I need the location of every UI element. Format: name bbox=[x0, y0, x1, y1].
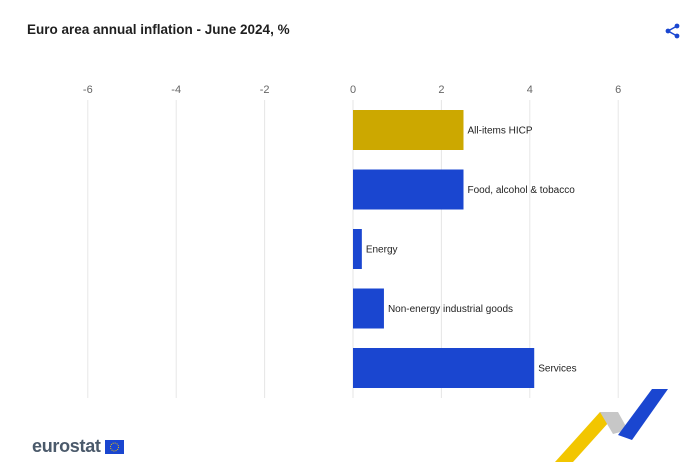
eu-flag-icon bbox=[104, 439, 124, 454]
category-label: Services bbox=[538, 364, 576, 375]
chart-area: -6 -4 -2 0 2 4 6 All-items HICP Food, alcohol & … bbox=[83, 84, 621, 398]
x-tick-label: 4 bbox=[527, 84, 533, 96]
bar[interactable] bbox=[353, 110, 464, 150]
eurostat-logo[interactable]: eurostat bbox=[32, 436, 124, 457]
x-tick-label: 6 bbox=[615, 84, 621, 96]
share-icon[interactable] bbox=[664, 22, 682, 40]
eurostat-logo-text: eurostat bbox=[32, 436, 101, 456]
bar[interactable] bbox=[353, 169, 464, 210]
x-tick-label: -2 bbox=[260, 84, 270, 96]
x-tick-label: -6 bbox=[83, 84, 93, 96]
category-label: Food, alcohol & tobacco bbox=[468, 185, 576, 196]
chart-title: Euro area annual inflation - June 2024, … bbox=[27, 22, 290, 37]
category-label: Energy bbox=[366, 245, 398, 256]
x-tick-label: 2 bbox=[438, 84, 444, 96]
x-tick-label: -4 bbox=[171, 84, 181, 96]
bar[interactable] bbox=[353, 229, 362, 269]
category-label: Non-energy industrial goods bbox=[388, 304, 513, 315]
category-label: All-items HICP bbox=[468, 126, 533, 137]
bar[interactable] bbox=[353, 288, 384, 329]
bar[interactable] bbox=[353, 348, 535, 388]
x-tick-label: 0 bbox=[350, 84, 356, 96]
